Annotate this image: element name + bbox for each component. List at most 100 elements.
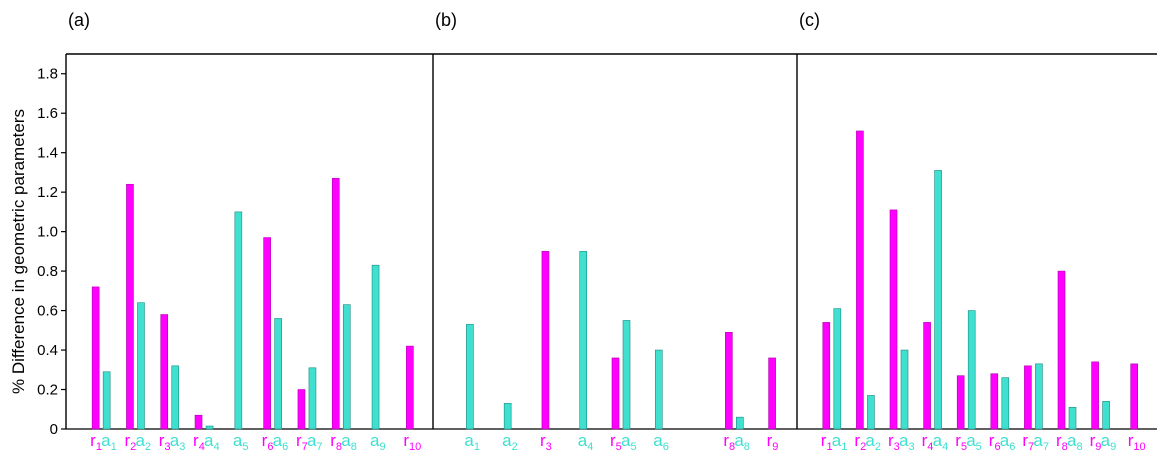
- category-label-r1: r1: [90, 431, 102, 451]
- bar-a8: [1068, 406, 1077, 430]
- category-label-r5: r5: [955, 431, 967, 451]
- category-label-a9: a9: [1101, 431, 1117, 451]
- y-tick-label: 0.6: [37, 303, 58, 320]
- category-label-a4: a4: [578, 431, 594, 451]
- bar-r8: [1057, 270, 1066, 430]
- bar-a4: [205, 425, 214, 430]
- category-label-a8: a8: [1067, 431, 1083, 451]
- panel-label: (a): [68, 10, 90, 30]
- bar-r5: [956, 375, 965, 430]
- category-label-r8: r8: [723, 431, 735, 451]
- category-label-a1: a1: [464, 431, 480, 451]
- category-label-a7: a7: [307, 431, 323, 451]
- bar-a5: [234, 211, 243, 430]
- bar-a3: [171, 365, 180, 430]
- category-label-r3: r3: [888, 431, 900, 451]
- category-label-r2: r2: [854, 431, 866, 451]
- bar-a6: [274, 318, 282, 430]
- category-label-r9: r9: [767, 431, 779, 451]
- bar-r6: [263, 237, 271, 430]
- bar-a7: [308, 367, 317, 430]
- y-tick-label: 1.2: [37, 184, 58, 201]
- bar-a8: [736, 416, 744, 430]
- bar-r4: [923, 322, 931, 430]
- category-label-a7: a7: [1033, 431, 1049, 451]
- category-label-r7: r7: [1022, 431, 1034, 451]
- y-tick-label: 0.2: [37, 382, 58, 399]
- category-label-a6: a6: [273, 431, 289, 451]
- bar-r7: [1024, 365, 1032, 430]
- bar-a3: [900, 349, 909, 430]
- category-label-a1: a1: [101, 431, 117, 451]
- panel-label: (b): [435, 10, 457, 30]
- y-tick-label: 1.6: [37, 105, 58, 122]
- bar-r8: [331, 178, 340, 430]
- bar-a1: [833, 308, 842, 430]
- bar-a7: [1035, 363, 1043, 430]
- category-label-a6: a6: [653, 431, 669, 451]
- panel-a: (a) r1 a1 r2 a2 r3 a3 r4 a4 a5 r6 a6 r7 a7 r8 a8 a9 r10: [66, 10, 433, 451]
- category-label-r10: r10: [403, 431, 421, 451]
- category-label-r9: r9: [1090, 431, 1102, 451]
- panel-b: (b) a1 a2 r3 a4 r5 a5 a6 r8 a8 r9: [432, 10, 797, 451]
- category-label-r7: r7: [296, 431, 308, 451]
- bar-r2: [126, 183, 134, 430]
- panel-label: (c): [799, 10, 820, 30]
- category-label-a6: a6: [1000, 431, 1016, 451]
- panel-c: (c) r1 a1 r2 a2 r3 a3 r4 a4 r5 a5 r6 a6 r7 a7 r8 a8 r9 a9 r…: [796, 10, 1157, 451]
- category-label-r8: r8: [330, 431, 342, 451]
- bar-r8: [725, 331, 733, 430]
- category-label-r3: r3: [159, 431, 171, 451]
- category-label-a1: a1: [832, 431, 848, 451]
- category-label-r8: r8: [1056, 431, 1068, 451]
- bar-r6: [990, 373, 999, 430]
- y-tick-label: 0.8: [37, 263, 58, 280]
- category-label-r1: r1: [821, 431, 833, 451]
- category-label-r2: r2: [124, 431, 136, 451]
- category-label-a9: a9: [370, 431, 386, 451]
- category-label-a5: a5: [233, 431, 249, 451]
- category-label-r6: r6: [262, 431, 274, 451]
- bar-a6: [654, 349, 663, 430]
- bar-r5: [611, 357, 620, 430]
- y-axis: 0 0.2 0.4 0.6 0.8 1.0 1.2 1.4 1.6 1.8: [37, 54, 67, 438]
- bar-a5: [622, 320, 631, 430]
- category-label-a3: a3: [170, 431, 186, 451]
- category-label-r4: r4: [193, 431, 205, 451]
- bar-a9: [371, 264, 380, 430]
- category-label-a3: a3: [899, 431, 915, 451]
- category-label-a2: a2: [135, 431, 151, 451]
- category-label-a4: a4: [204, 431, 220, 451]
- category-label-r6: r6: [989, 431, 1001, 451]
- y-tick-label: 1.4: [37, 145, 58, 162]
- category-label-a4: a4: [933, 431, 949, 451]
- bar-r10: [1130, 363, 1138, 430]
- bar-a4: [934, 170, 942, 430]
- bar-a4: [579, 251, 588, 430]
- category-label-r10: r10: [1128, 431, 1146, 451]
- bar-r1: [91, 286, 100, 430]
- bar-a8: [342, 304, 351, 430]
- chart-panels: (a)r1 a1 r2 a2 r3 a3 r4 a4 a5 r6 a6 r7 a7 r8 a8 a9 r10(b…: [66, 10, 1157, 451]
- category-label-a8: a8: [341, 431, 357, 451]
- bar-a2: [867, 395, 875, 430]
- category-label-a5: a5: [966, 431, 982, 451]
- category-label-a2: a2: [865, 431, 881, 451]
- category-label-r3: r3: [540, 431, 552, 451]
- category-label-r5: r5: [610, 431, 622, 451]
- category-label-a8: a8: [734, 431, 750, 451]
- bar-r9: [768, 357, 776, 430]
- y-axis-label: % Difference in geometric parameters: [9, 109, 28, 394]
- bar-a2: [137, 302, 145, 430]
- bar-a5: [967, 310, 976, 430]
- y-tick-label: 0.4: [37, 342, 58, 359]
- bar-r3: [889, 209, 898, 430]
- bar-r1: [822, 322, 831, 430]
- y-tick-label: 1.8: [37, 66, 58, 83]
- bar-a2: [503, 403, 512, 430]
- y-tick-label: 0: [50, 421, 58, 438]
- bar-r9: [1091, 361, 1099, 430]
- bar-r3: [160, 314, 169, 430]
- bar-r3: [541, 251, 550, 430]
- bar-a6: [1001, 377, 1010, 430]
